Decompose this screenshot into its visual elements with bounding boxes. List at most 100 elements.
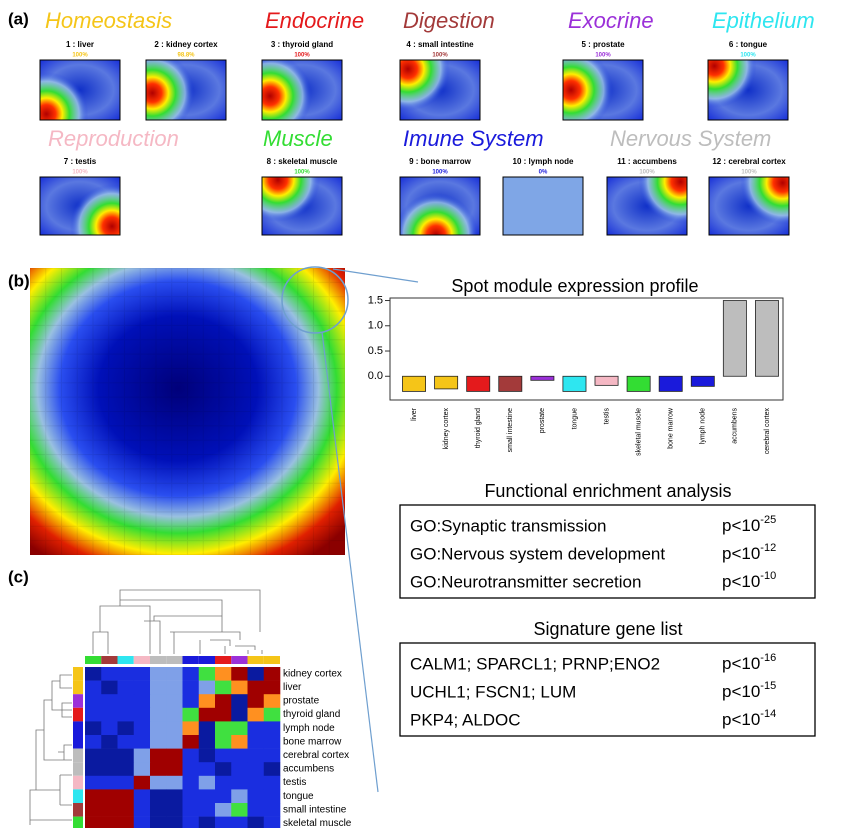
tile-frame — [261, 176, 343, 236]
column-dendrogram — [92, 589, 263, 654]
row-p: p<10-16 — [722, 652, 776, 674]
cell — [85, 694, 102, 709]
p-base: p<10 — [722, 516, 760, 535]
cell — [85, 680, 102, 695]
cell — [231, 721, 248, 736]
cell — [166, 748, 183, 763]
cell — [263, 789, 281, 804]
cell — [198, 789, 216, 804]
cell — [247, 721, 265, 736]
tile-percent: 0% — [539, 170, 548, 176]
cell — [101, 680, 118, 695]
tile-frame — [502, 176, 584, 236]
cell — [231, 680, 248, 695]
tile-spot — [638, 177, 687, 224]
cell — [247, 694, 265, 709]
cell — [263, 762, 281, 777]
row-term: UCHL1; FSCN1; LUM — [410, 682, 576, 701]
cell — [247, 667, 265, 681]
cell — [101, 667, 118, 681]
cell — [101, 816, 118, 828]
group-title: Exocrine — [568, 8, 654, 33]
cell — [247, 789, 265, 804]
bar — [498, 375, 523, 392]
cell — [231, 667, 248, 681]
col-color — [231, 656, 248, 664]
cell — [117, 707, 135, 722]
tile-spot — [708, 60, 757, 108]
cell — [198, 694, 216, 709]
cell — [198, 735, 216, 749]
cell — [182, 748, 200, 763]
cell — [198, 667, 216, 681]
cell — [263, 775, 281, 790]
row-label: bone marrow — [283, 736, 342, 747]
row-color — [73, 694, 83, 708]
cell — [182, 735, 200, 749]
col-color — [133, 656, 150, 664]
row-color — [73, 667, 83, 681]
cell — [166, 707, 183, 722]
cell — [85, 762, 102, 777]
cell — [215, 721, 232, 736]
group-title: Homeostasis — [45, 8, 172, 33]
cell — [215, 667, 232, 681]
cell — [150, 775, 167, 790]
tile-frame — [562, 59, 644, 121]
cell — [182, 789, 200, 804]
cell — [117, 735, 135, 749]
tile-label: 11 : accumbens — [617, 157, 677, 166]
tile-spot — [400, 193, 478, 235]
cell — [263, 803, 281, 817]
row-label: skeletal muscle — [283, 818, 352, 828]
x-tick-label: tongue — [571, 408, 578, 430]
row-color — [73, 735, 83, 749]
cell — [215, 816, 232, 828]
row-color — [73, 816, 83, 828]
bar — [466, 375, 491, 392]
col-color — [117, 656, 134, 664]
cell — [247, 735, 265, 749]
row-color — [73, 762, 83, 776]
col-color — [150, 656, 167, 664]
cell — [117, 748, 135, 763]
cell — [263, 748, 281, 763]
row-label: kidney cortex — [283, 668, 342, 679]
cell — [133, 803, 151, 817]
y-tick-label: 0.5 — [368, 345, 383, 357]
cell — [133, 775, 151, 790]
bar-chart: Spot module expression profile 0.0 0.5 1.0… — [368, 276, 784, 456]
tile-percent: 100% — [432, 170, 448, 176]
cell — [101, 707, 118, 722]
cell — [166, 721, 183, 736]
p-base: p<10 — [722, 710, 760, 729]
cell — [150, 789, 167, 804]
cell — [215, 748, 232, 763]
cell — [198, 707, 216, 722]
cell — [133, 680, 151, 695]
tile-percent: 98.8% — [177, 53, 195, 59]
table-title: Functional enrichment analysis — [484, 481, 731, 501]
cell — [117, 803, 135, 817]
panel-label: (a) — [8, 9, 29, 28]
pixel-grid — [30, 268, 345, 555]
cell — [150, 721, 167, 736]
cell — [133, 748, 151, 763]
cell — [85, 803, 102, 817]
x-tick-label: prostate — [539, 408, 546, 433]
cell — [133, 735, 151, 749]
p-exp: -16 — [760, 652, 776, 664]
cell — [198, 762, 216, 777]
cell — [101, 735, 118, 749]
cell — [263, 694, 281, 709]
cell — [182, 694, 200, 709]
p-base: p<10 — [722, 572, 760, 591]
tile-percent: 100% — [432, 53, 448, 59]
cell — [263, 667, 281, 681]
tile-spot — [40, 72, 89, 120]
p-base: p<10 — [722, 544, 760, 563]
row-color — [73, 803, 83, 817]
row-label: accumbens — [283, 764, 334, 775]
cell — [166, 816, 183, 828]
y-tick-label: 1.0 — [368, 320, 383, 332]
